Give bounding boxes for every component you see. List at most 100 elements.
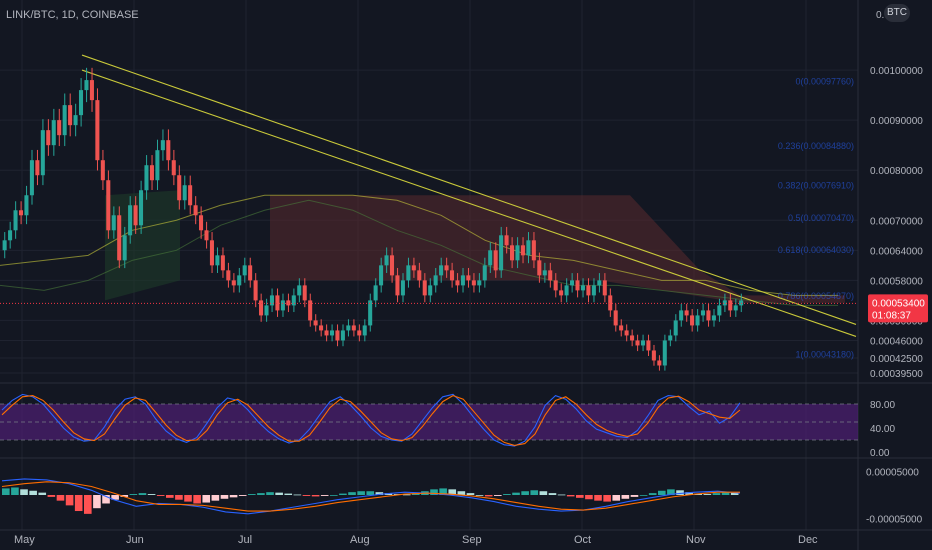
- candle-body: [570, 280, 575, 286]
- candle-body: [733, 305, 738, 311]
- time-axis-tick: May: [14, 534, 35, 546]
- fib-level-label: 0.382(0.00076910): [778, 181, 854, 191]
- candle-body: [728, 300, 733, 311]
- macd-histogram-bar: [284, 493, 293, 495]
- candle-body: [509, 245, 515, 261]
- candle-body: [362, 325, 367, 336]
- macd-histogram-bar: [557, 494, 566, 496]
- candle-body: [160, 140, 165, 151]
- candle-body: [111, 215, 116, 231]
- candle-body: [133, 205, 138, 226]
- macd-histogram-bar: [74, 495, 83, 512]
- candle-body: [340, 330, 345, 341]
- macd-histogram-bar: [293, 494, 302, 496]
- candle-body: [684, 310, 689, 316]
- candle-body: [624, 330, 629, 336]
- candle-body: [493, 250, 498, 271]
- time-axis-tick: Nov: [686, 534, 706, 546]
- candle-body: [106, 180, 111, 231]
- stoch-axis-tick: 80.00: [870, 400, 895, 411]
- macd-axis-tick: -0.00005000: [866, 515, 923, 526]
- candle-body: [199, 215, 204, 231]
- candle-body: [515, 245, 520, 261]
- macd-histogram-bar: [721, 492, 730, 495]
- macd-histogram-bar: [56, 495, 65, 501]
- candle-body: [308, 300, 313, 321]
- macd-histogram-bar: [494, 495, 502, 496]
- candle-body: [171, 160, 176, 176]
- candle-body: [18, 210, 24, 216]
- macd-histogram-bar: [457, 491, 466, 495]
- price-axis-tick: 0.00064000: [870, 246, 923, 257]
- candle-body: [455, 280, 460, 286]
- macd-histogram-bar: [402, 494, 411, 496]
- candle-body: [526, 240, 531, 256]
- candle-body: [182, 185, 187, 201]
- candle-body: [379, 265, 384, 286]
- candle-body: [335, 330, 340, 341]
- candle-body: [297, 285, 302, 296]
- candle-body: [722, 300, 727, 306]
- macd-line: [1, 478, 741, 515]
- candle-body: [138, 190, 144, 226]
- candle-body: [400, 280, 405, 296]
- macd-histogram-bar: [120, 495, 129, 497]
- macd-histogram-bar: [193, 495, 201, 504]
- candle-body: [564, 285, 569, 296]
- candle-body: [537, 260, 542, 276]
- time-axis-tick: Dec: [798, 534, 818, 546]
- macd-histogram-bar: [676, 490, 684, 495]
- candle-body: [259, 300, 264, 316]
- candle-body: [597, 280, 602, 286]
- macd-histogram-bar: [166, 495, 174, 498]
- countdown-label: 01:08:37: [872, 310, 911, 321]
- fib-level-label: 1(0.00043180): [795, 350, 854, 360]
- macd-histogram-bar: [129, 494, 138, 495]
- macd-histogram-bar: [266, 492, 274, 495]
- macd-histogram-bar: [248, 494, 256, 495]
- currency-badge[interactable]: BTC: [884, 4, 910, 22]
- macd-histogram-bar: [548, 493, 557, 495]
- candle-body: [690, 315, 695, 326]
- macd-histogram-bar: [11, 487, 19, 495]
- fib-level-label: 0.618(0.00064030): [778, 245, 854, 255]
- macd-histogram-bar: [311, 495, 320, 497]
- macd-histogram-bar: [448, 489, 457, 495]
- candle-body: [635, 340, 640, 346]
- candle-body: [619, 325, 624, 331]
- candle-body: [302, 285, 307, 301]
- macd-histogram-bar: [102, 495, 110, 504]
- macd-histogram-bar: [257, 493, 265, 495]
- candle-body: [166, 140, 171, 161]
- macd-histogram-bar: [375, 492, 384, 495]
- time-axis-tick: Jul: [238, 534, 252, 546]
- candle-body: [226, 270, 231, 281]
- candle-body: [275, 295, 280, 311]
- indicator-line: [0, 194, 838, 296]
- macd-histogram-bar: [503, 494, 511, 495]
- candle-body: [286, 300, 291, 306]
- candle-body: [439, 265, 444, 276]
- candle-body: [717, 305, 722, 316]
- macd-histogram-bar: [648, 493, 657, 495]
- candle-body: [613, 310, 618, 326]
- candle-body: [646, 340, 651, 351]
- candle-body: [155, 150, 160, 181]
- candle-body: [144, 165, 149, 191]
- candle-body: [319, 325, 324, 331]
- candle-body: [357, 330, 362, 336]
- candle-body: [29, 160, 34, 196]
- ichimoku-cloud: [105, 190, 180, 301]
- macd-histogram-bar: [466, 493, 475, 495]
- time-axis-tick: Aug: [350, 534, 370, 546]
- macd-histogram-bar: [703, 494, 712, 495]
- candle-body: [591, 285, 596, 296]
- macd-histogram-bar: [339, 493, 347, 495]
- macd-histogram-bar: [93, 495, 101, 509]
- indicator-line: [0, 199, 838, 306]
- candle-body: [57, 120, 62, 136]
- macd-histogram-bar: [238, 495, 247, 496]
- macd-histogram-bar: [47, 495, 56, 497]
- candle-body: [215, 255, 220, 266]
